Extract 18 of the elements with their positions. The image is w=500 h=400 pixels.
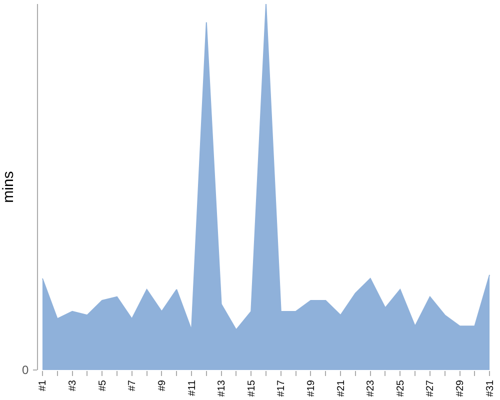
x-tick-label: #25 bbox=[395, 380, 406, 397]
x-tick-label: #5 bbox=[97, 380, 108, 392]
x-tick-label: #7 bbox=[127, 380, 138, 392]
x-tick-label: #19 bbox=[306, 380, 317, 397]
x-tick-label: #21 bbox=[336, 380, 347, 397]
x-tick-label: #3 bbox=[68, 380, 79, 392]
x-tick-label: #15 bbox=[246, 380, 258, 397]
x-tick-label: #31 bbox=[484, 380, 496, 397]
x-tick-label: #29 bbox=[455, 380, 466, 397]
x-tick-label: #17 bbox=[276, 380, 288, 397]
y-axis-title: mins bbox=[0, 171, 17, 203]
text: 0 bbox=[22, 363, 29, 377]
x-tick-label: #23 bbox=[366, 380, 377, 397]
x-tick-label: #1 bbox=[38, 380, 49, 392]
x-tick-label: #9 bbox=[156, 380, 168, 392]
x-tick-label: #11 bbox=[186, 380, 198, 396]
x-tick-label: #13 bbox=[216, 380, 228, 397]
x-tick-label: #27 bbox=[425, 380, 436, 397]
